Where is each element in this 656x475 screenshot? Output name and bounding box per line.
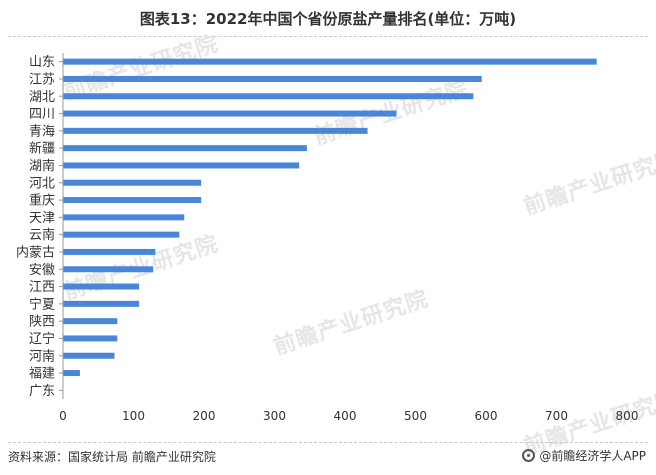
y-tick-label: 湖南	[29, 158, 55, 174]
bar	[63, 318, 118, 325]
bar	[63, 283, 140, 290]
y-tick-label: 山东	[29, 55, 55, 70]
bar	[63, 300, 140, 307]
y-tick-label: 广东	[29, 384, 55, 399]
bar	[63, 231, 180, 238]
bar	[63, 58, 597, 65]
y-tick-label: 内蒙古	[16, 244, 55, 260]
y-tick-label: 河北	[29, 176, 55, 191]
bar	[63, 179, 202, 186]
x-tick-label: 600	[475, 409, 498, 423]
y-tick-label: 新疆	[29, 141, 55, 157]
y-tick-label: 江苏	[29, 71, 55, 87]
x-tick-label: 400	[334, 409, 357, 423]
footer-divider	[8, 442, 648, 443]
x-tick-label: 0	[59, 409, 67, 423]
bar	[63, 266, 154, 273]
brand-logo-icon	[522, 449, 536, 462]
bar	[63, 145, 307, 152]
x-tick-label: 200	[193, 409, 216, 423]
title-divider	[8, 36, 648, 37]
y-tick-label: 安徽	[29, 263, 55, 278]
y-tick-label: 福建	[29, 367, 55, 382]
bar	[63, 127, 368, 134]
chart-title: 图表13：2022年中国个省份原盐产量排名(单位：万吨)	[139, 10, 517, 28]
bar-chart: 山东江苏湖北四川青海新疆湖南河北重庆天津云南内蒙古安徽江西宁夏陕西辽宁河南福建广…	[16, 53, 639, 423]
bar	[63, 352, 115, 359]
bar	[63, 75, 482, 82]
y-tick-label: 辽宁	[29, 331, 55, 347]
x-tick-label: 700	[545, 409, 568, 423]
x-tick-label: 500	[404, 409, 427, 423]
y-tick-label: 陕西	[29, 315, 55, 330]
y-tick-label: 河南	[29, 348, 55, 364]
bar	[63, 248, 156, 255]
y-tick-label: 江西	[29, 280, 55, 295]
x-tick-label: 300	[263, 409, 286, 423]
bar	[63, 110, 397, 117]
brand-text: @前瞻经济学人APP	[539, 449, 646, 463]
x-tick-label: 100	[122, 409, 145, 423]
y-tick-label: 云南	[29, 227, 55, 243]
bar	[63, 335, 118, 342]
y-tick-label: 四川	[29, 107, 55, 122]
y-tick-label: 重庆	[29, 193, 55, 209]
x-tick-label: 800	[616, 409, 639, 423]
bar	[63, 162, 300, 169]
bar	[63, 370, 80, 377]
y-tick-label: 宁夏	[29, 296, 55, 312]
y-tick-label: 天津	[29, 211, 55, 226]
source-note: 资料来源：国家统计局 前瞻产业研究院	[8, 450, 216, 464]
y-tick-label: 湖北	[29, 90, 55, 105]
bar	[63, 197, 202, 204]
brand-credit: @前瞻经济学人APP	[522, 447, 646, 464]
bar	[63, 214, 185, 221]
y-tick-label: 青海	[29, 124, 55, 139]
bar	[63, 93, 474, 100]
